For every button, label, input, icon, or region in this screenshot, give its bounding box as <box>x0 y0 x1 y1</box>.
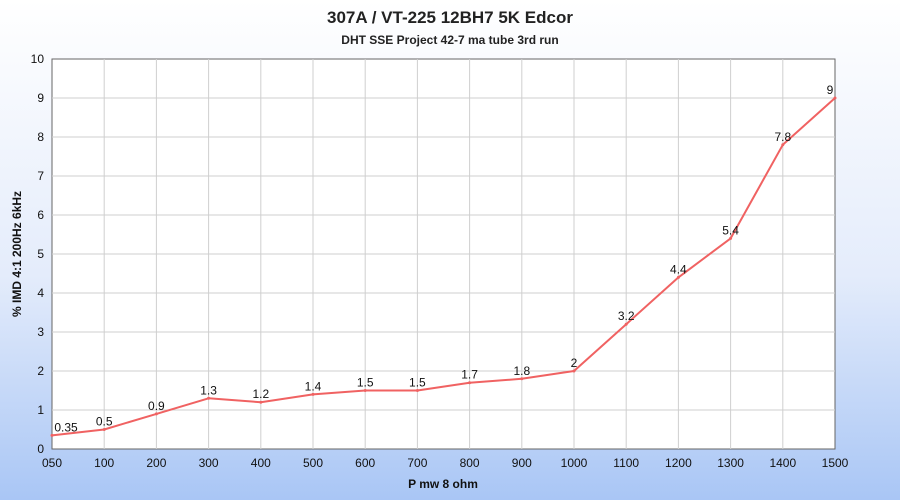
y-axis-label: % IMD 4:1 200Hz 6kHz <box>10 191 24 317</box>
x-tick-label: 200 <box>146 456 166 470</box>
data-label: 3.2 <box>618 309 635 323</box>
data-label: 5.4 <box>722 223 739 237</box>
y-tick-label: 2 <box>37 364 44 378</box>
data-point <box>676 275 680 279</box>
data-label: 1.8 <box>513 364 530 378</box>
x-tick-label: 600 <box>355 456 375 470</box>
x-tick-label: 050 <box>42 456 62 470</box>
series-layer <box>50 96 837 437</box>
y-tick-label: 6 <box>37 208 44 222</box>
x-tick-label: 400 <box>251 456 271 470</box>
x-tick-label: 1500 <box>822 456 849 470</box>
y-tick-label: 9 <box>37 91 44 105</box>
data-label: 9 <box>827 83 834 97</box>
x-tick-label: 1200 <box>665 456 692 470</box>
data-point <box>468 381 472 385</box>
data-point <box>311 392 315 396</box>
data-point <box>207 396 211 400</box>
data-label: 1.5 <box>357 376 374 390</box>
data-label: 1.4 <box>305 379 322 393</box>
grid <box>52 59 835 449</box>
data-point <box>102 428 106 431</box>
y-tick-label: 7 <box>37 169 44 183</box>
x-tick-label: 300 <box>199 456 219 470</box>
y-tick-label: 3 <box>37 325 44 339</box>
x-tick-label: 100 <box>94 456 114 470</box>
x-tick-label: 500 <box>303 456 323 470</box>
chart-title: 307A / VT-225 12BH7 5K Edcor <box>327 8 573 27</box>
data-point <box>781 143 785 147</box>
data-label: 1.2 <box>252 387 269 401</box>
data-point <box>259 400 263 404</box>
series-line <box>51 97 836 437</box>
y-tick-label: 8 <box>37 130 44 144</box>
y-tick-label: 1 <box>37 403 44 417</box>
data-label: 0.9 <box>148 399 165 413</box>
data-label: 4.4 <box>670 262 687 276</box>
data-point <box>833 96 837 100</box>
data-point <box>415 389 419 392</box>
data-label: 0.35 <box>54 420 78 434</box>
data-point <box>624 322 628 326</box>
data-point <box>363 389 367 392</box>
data-labels: 0.35 0.5 0.9 1.3 1.2 1.4 1.5 1.5 1.7 1.8 2 3.2 4.4 5.… <box>54 83 833 434</box>
x-tick-label: 900 <box>512 456 532 470</box>
y-tick-label: 0 <box>37 442 44 456</box>
y-tick-label: 4 <box>37 286 44 300</box>
data-label: 7.8 <box>774 130 791 144</box>
x-tick-label: 800 <box>460 456 480 470</box>
tick-labels: 050 100 200 300 400 500 600 700 800 900 1000 1100 12… <box>31 52 849 470</box>
x-tick-label: 1400 <box>769 456 796 470</box>
data-label: 1.7 <box>461 368 478 382</box>
data-point <box>50 433 54 437</box>
x-tick-label: 1300 <box>717 456 744 470</box>
data-point <box>729 236 733 240</box>
data-point <box>520 377 524 381</box>
data-label: 0.5 <box>96 415 113 429</box>
x-tick-label: 1000 <box>561 456 588 470</box>
y-tick-label: 5 <box>37 247 44 261</box>
data-point <box>154 412 158 416</box>
chart-subtitle: DHT SSE Project 42-7 ma tube 3rd run <box>341 33 558 47</box>
data-label: 1.5 <box>409 376 426 390</box>
data-label: 2 <box>571 356 578 370</box>
x-tick-label: 700 <box>407 456 427 470</box>
y-tick-label: 10 <box>31 52 45 66</box>
x-tick-label: 1100 <box>613 456 639 470</box>
data-label: 1.3 <box>200 383 217 397</box>
data-point <box>572 369 576 373</box>
x-axis-label: P mw 8 ohm <box>408 477 478 491</box>
